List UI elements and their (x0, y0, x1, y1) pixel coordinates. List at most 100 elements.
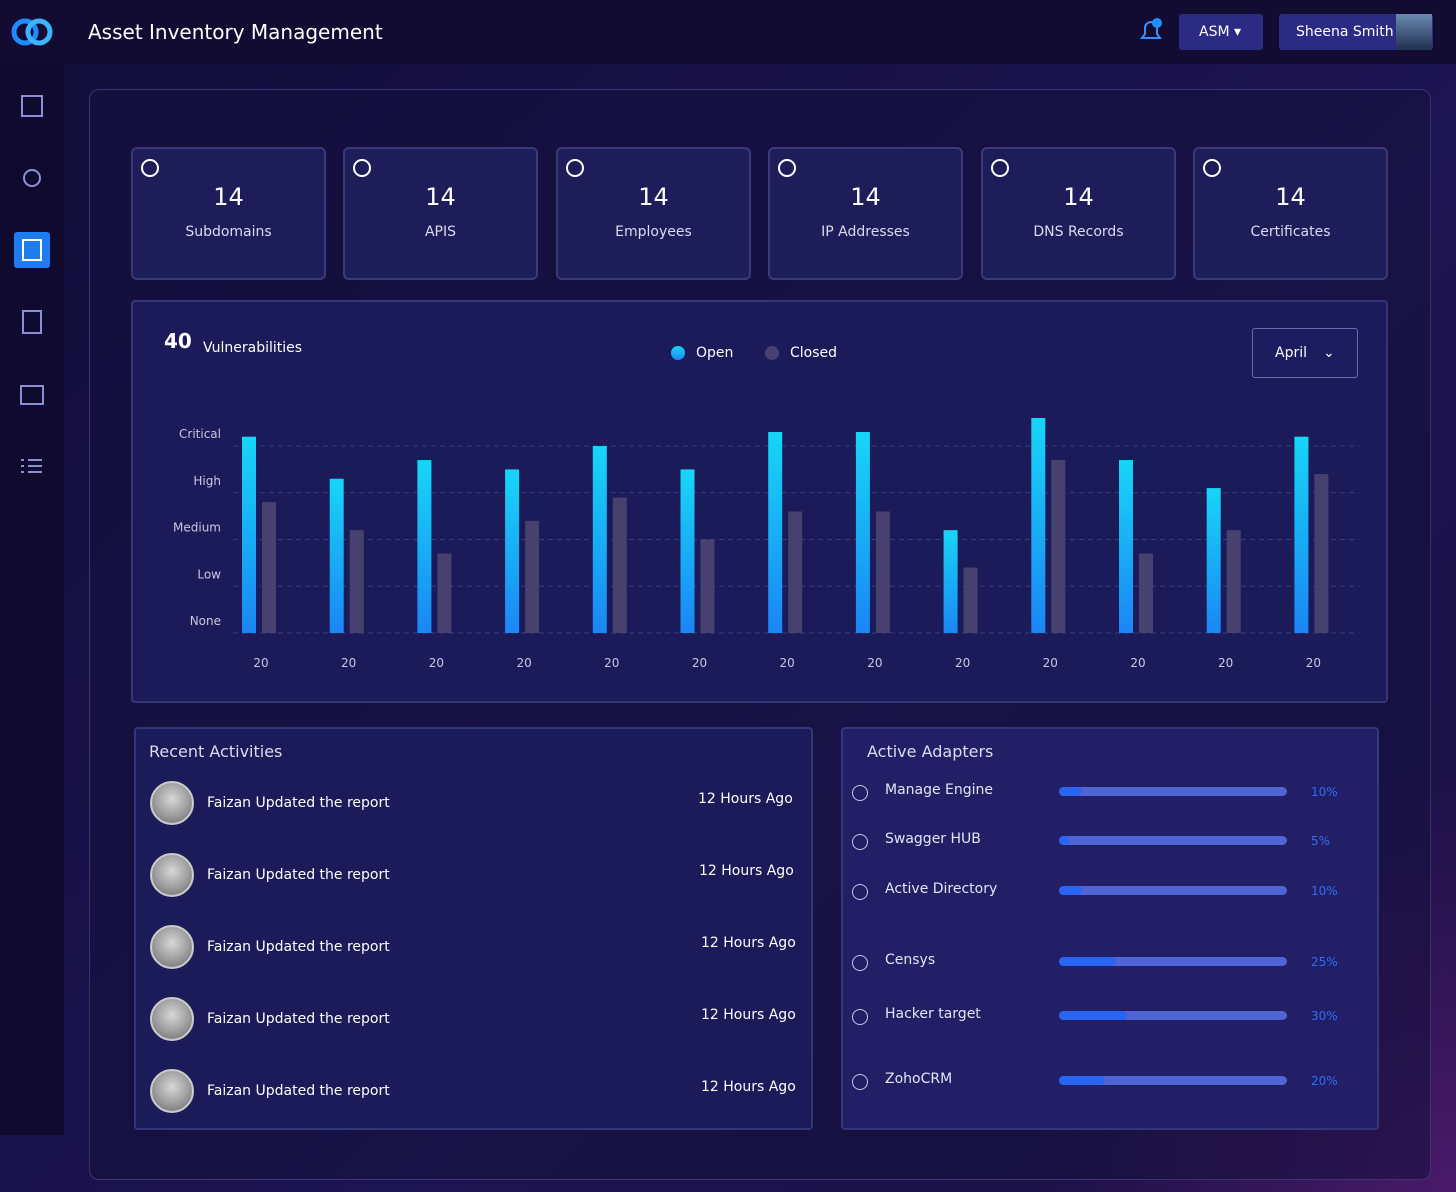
x-tick-label: 20 (429, 656, 444, 670)
stat-icon (353, 159, 371, 177)
bar (592, 446, 607, 633)
stat-value: 14 (1063, 183, 1094, 211)
stat-card: 14 DNS Records (981, 147, 1176, 280)
stat-label: APIS (424, 224, 457, 240)
x-tick-label: 20 (516, 656, 531, 670)
stat-card: 14 Employees (556, 147, 751, 280)
nav-reports[interactable] (22, 310, 42, 334)
adapter-icon (852, 955, 868, 971)
adapter-percent: 5% (1311, 834, 1331, 848)
avatar (150, 781, 194, 825)
stat-card: 14 IP Addresses (768, 147, 963, 280)
chevron: ⌄ (1323, 345, 1335, 361)
stat-icon (141, 159, 159, 177)
month: April (1275, 345, 1307, 361)
chart: 40 Vulnerabilities None Low Medium High Crit… (164, 329, 1359, 670)
x-tick-label: 20 (341, 656, 356, 670)
bar (262, 502, 276, 633)
nav-bugs[interactable] (23, 169, 41, 187)
stat-icon (991, 159, 1009, 177)
header: Asset Inventory Management ASM ▾ Sheena … (0, 0, 1456, 64)
vuln-count: 40 (164, 329, 192, 353)
bar (855, 432, 870, 633)
nav-servers[interactable] (20, 385, 44, 405)
bar (1294, 436, 1309, 633)
activity-time: 12 Hours Ago (701, 935, 796, 951)
recent-panel: Recent Activities Faizan Updated the rep… (134, 727, 813, 1130)
bar (768, 432, 783, 633)
bar (417, 460, 432, 633)
progress-track (1059, 836, 1287, 845)
y-tick-label: High (193, 474, 221, 488)
stat-label: DNS Records (1033, 224, 1124, 240)
adapter-icon (852, 785, 868, 801)
progress-track (1059, 787, 1287, 796)
activity-time: 12 Hours Ago (699, 863, 794, 879)
activity-text: Faizan Updated the report (207, 867, 390, 883)
progress-fill (1059, 787, 1082, 796)
y-tick-label: Critical (179, 427, 221, 441)
legend-dot (765, 346, 779, 360)
progress-fill (1059, 1076, 1105, 1085)
adapter-name: Active Directory (885, 881, 998, 897)
bar (349, 530, 364, 633)
adapter-icon (852, 834, 868, 850)
bar (788, 511, 803, 633)
adapter-icon (852, 884, 868, 900)
stat-value: 14 (1275, 183, 1306, 211)
adapter-icon (852, 1009, 868, 1025)
progress-track (1059, 1076, 1287, 1085)
bar (329, 478, 344, 633)
bar (525, 520, 540, 633)
bar (963, 567, 978, 633)
avatar (150, 925, 194, 969)
progress-fill (1059, 836, 1071, 845)
x-tick-label: 20 (1043, 656, 1058, 670)
adapter-percent: 20% (1311, 1074, 1338, 1088)
stat-icon (1203, 159, 1221, 177)
bar (875, 511, 890, 633)
stat-label: Employees (615, 224, 692, 240)
x-tick-label: 20 (955, 656, 970, 670)
progress-fill (1059, 1011, 1128, 1020)
stat-card: 14 Certificates (1193, 147, 1388, 280)
logo (11, 18, 53, 46)
x-tick-label: 20 (867, 656, 882, 670)
chart-panel: 40 Vulnerabilities None Low Medium High Crit… (131, 300, 1388, 703)
stat-icon (778, 159, 796, 177)
workspace-dropdown[interactable]: ASM ▾ (1179, 14, 1263, 50)
legend-label: Open (696, 345, 733, 361)
app-title: Asset Inventory Management (88, 20, 383, 44)
bar (1031, 418, 1046, 633)
legend-label: Closed (790, 345, 837, 361)
avatar (150, 853, 194, 897)
bar (242, 436, 256, 633)
notification-bell[interactable] (1136, 16, 1166, 46)
recent-title: Recent Activities (149, 742, 283, 761)
activity-time: 12 Hours Ago (698, 791, 793, 807)
progress-track (1059, 1011, 1287, 1020)
stat-value: 14 (213, 183, 244, 211)
y-tick-label: Low (197, 567, 221, 581)
bar (680, 469, 695, 633)
nav-calendar[interactable] (14, 232, 50, 268)
activity-text: Faizan Updated the report (207, 1083, 390, 1099)
nav-dashboard[interactable] (21, 95, 43, 117)
progress-fill (1059, 886, 1082, 895)
x-tick-label: 20 (1306, 656, 1321, 670)
adapters-title: Active Adapters (867, 742, 994, 761)
y-tick-label: Medium (173, 521, 221, 535)
activity-text: Faizan Updated the report (207, 1011, 390, 1027)
activity-time: 12 Hours Ago (701, 1079, 796, 1095)
stat-label: Subdomains (185, 224, 272, 240)
activity-text: Faizan Updated the report (207, 795, 390, 811)
adapter-name: Manage Engine (885, 782, 994, 798)
adapter-name: ZohoCRM (885, 1071, 953, 1087)
y-tick-label: None (190, 614, 221, 628)
month-dropdown[interactable]: April ⌄ (1252, 328, 1358, 378)
adapter-icon (852, 1074, 868, 1090)
nav-list[interactable] (21, 459, 42, 473)
bar (943, 530, 958, 633)
bar (437, 553, 452, 633)
